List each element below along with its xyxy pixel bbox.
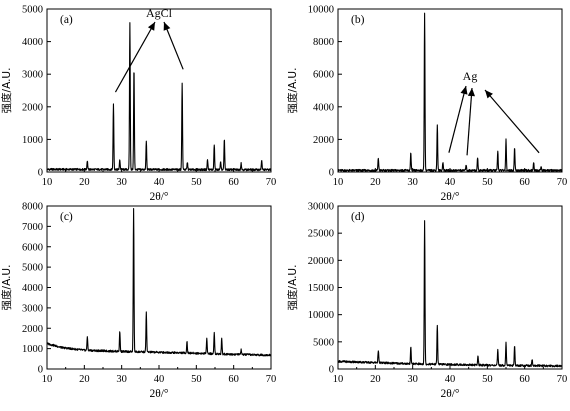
- annotation-label: AgCl: [146, 6, 173, 20]
- annotation-arrow-2-shaft: [163, 21, 184, 70]
- y-axis-title: 强度/A.U.: [286, 265, 299, 311]
- panel-label: (b): [351, 14, 365, 26]
- y-tick-label: 0: [329, 168, 334, 179]
- x-tick-label: 60: [228, 177, 239, 188]
- x-tick-label: 60: [228, 374, 239, 385]
- x-tick-label: 20: [370, 374, 381, 385]
- x-tick-label: 30: [407, 374, 418, 385]
- x-tick-label: 10: [333, 177, 344, 188]
- x-tick-label: 20: [79, 374, 90, 385]
- x-axis-title: 2θ/°: [440, 191, 459, 203]
- x-tick-label: 10: [42, 177, 53, 188]
- x-tick-label: 30: [116, 374, 127, 385]
- y-tick-label: 2000: [22, 102, 43, 113]
- y-tick-label: 5000: [22, 263, 43, 274]
- y-tick-label: 0: [38, 365, 43, 376]
- y-tick-label: 20000: [308, 256, 334, 267]
- diffraction-trace: [337, 12, 563, 172]
- annotation-arrow-2-head: [163, 22, 171, 31]
- x-tick-label: 30: [407, 177, 418, 188]
- x-tick-label: 60: [519, 177, 530, 188]
- annotation-arrow-3-head: [485, 90, 493, 99]
- y-tick-label: 10000: [308, 5, 334, 16]
- y-tick-label: 30000: [308, 202, 334, 213]
- x-axis-title: 2θ/°: [440, 388, 459, 400]
- x-tick-label: 40: [154, 177, 165, 188]
- panel-c: 10 20 30 40 50 60 70 0 1000 2000 3000 4000 5000 6000 7…: [0, 202, 276, 401]
- x-tick-label: 40: [445, 374, 456, 385]
- x-tick-label: 50: [191, 374, 202, 385]
- x-tick-label: 40: [154, 374, 165, 385]
- panel-label: (a): [60, 14, 73, 26]
- plot-frame: [46, 205, 272, 370]
- y-tick-label: 1000: [22, 344, 43, 355]
- x-axis-title: 2θ/°: [149, 388, 168, 400]
- y-tick-label: 4000: [22, 283, 43, 294]
- plot-frame: [337, 205, 563, 370]
- x-tick-label: 20: [370, 177, 381, 188]
- y-tick-label: 6000: [22, 242, 43, 253]
- y-tick-label: 15000: [308, 283, 334, 294]
- x-tick-label: 50: [191, 177, 202, 188]
- x-tick-label: 50: [482, 177, 493, 188]
- y-tick-label: 8000: [313, 37, 334, 48]
- annotation-arrow-1-shaft: [448, 85, 467, 153]
- annotation-label: Ag: [463, 69, 478, 83]
- y-tick-label: 3000: [22, 303, 43, 314]
- x-tick-label: 20: [79, 177, 90, 188]
- y-tick-label: 8000: [22, 202, 43, 213]
- plot-frame: [46, 8, 272, 173]
- diffraction-trace: [337, 220, 563, 368]
- y-tick-label: 4000: [22, 37, 43, 48]
- annotation-arrow-1-head: [147, 22, 155, 31]
- x-tick-label: 10: [42, 374, 53, 385]
- annotation-arrow-1-head: [460, 86, 468, 95]
- x-tick-label: 10: [333, 374, 344, 385]
- annotation-arrow-2-shaft: [466, 87, 473, 156]
- y-tick-label: 2000: [22, 324, 43, 335]
- panel-b: 10 20 30 40 50 60 70 0 2000 4000 6000 8000 10000 强度/A…: [286, 5, 567, 204]
- y-tick-label: 7000: [22, 222, 43, 233]
- y-axis-title: 强度/A.U.: [286, 68, 299, 114]
- x-tick-label: 30: [116, 177, 127, 188]
- y-tick-label: 5000: [313, 337, 334, 348]
- y-tick-label: 25000: [308, 229, 334, 240]
- y-tick-label: 6000: [313, 70, 334, 81]
- y-tick-label: 1000: [22, 135, 43, 146]
- x-tick-label: 70: [557, 177, 568, 188]
- x-tick-label: 40: [445, 177, 456, 188]
- x-tick-label: 50: [482, 374, 493, 385]
- y-axis-title: 强度/A.U.: [0, 68, 13, 114]
- y-tick-label: 4000: [313, 102, 334, 113]
- panel-label: (d): [351, 211, 365, 223]
- y-tick-label: 3000: [22, 70, 43, 81]
- x-tick-label: 60: [519, 374, 530, 385]
- panel-label: (c): [60, 211, 73, 223]
- y-tick-label: 0: [38, 168, 43, 179]
- diffraction-trace: [46, 208, 272, 357]
- x-axis-title: 2θ/°: [149, 191, 168, 203]
- y-axis-title: 强度/A.U.: [0, 265, 13, 311]
- y-tick-label: 10000: [308, 310, 334, 321]
- panel-a: 10 20 30 40 50 60 70 0 1000 2000 3000 4000 5000 强度/A.…: [0, 5, 276, 204]
- y-tick-label: 2000: [313, 135, 334, 146]
- annotation-arrow-2-head: [467, 88, 476, 97]
- annotation-arrow-1-shaft: [114, 21, 156, 93]
- x-tick-label: 70: [557, 374, 568, 385]
- x-tick-label: 70: [266, 374, 277, 385]
- annotation-arrow-3-shaft: [484, 89, 540, 154]
- y-tick-label: 0: [329, 365, 334, 376]
- panel-d: 10 20 30 40 50 60 70 0 5000 10000 15000 20000 25000 3…: [286, 202, 567, 401]
- y-tick-label: 5000: [22, 5, 43, 16]
- x-tick-label: 70: [266, 177, 277, 188]
- diffraction-trace: [46, 22, 272, 172]
